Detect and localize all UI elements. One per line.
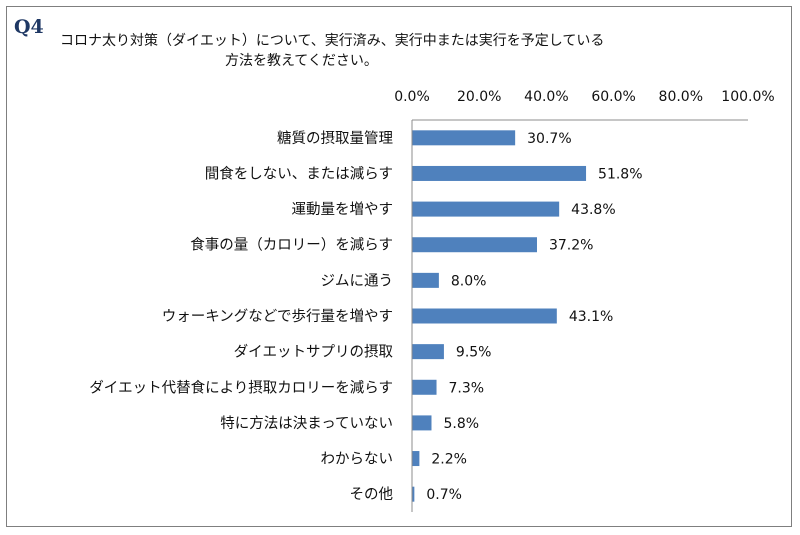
category-label: 食事の量（カロリー）を減らす [190, 237, 393, 254]
category-label: 運動量を増やす [292, 201, 394, 218]
question-number: Q4 [14, 16, 44, 38]
category-label: 糖質の摂取量管理 [277, 129, 393, 147]
data-label: 2.2% [431, 452, 467, 468]
category-label: ダイエットサプリの摂取 [234, 344, 394, 361]
data-label: 51.8% [598, 166, 642, 182]
bar [412, 201, 560, 217]
bar [412, 415, 432, 431]
category-label: その他 [350, 486, 394, 503]
bar [412, 379, 437, 395]
category-label: ウォーキングなどで歩行量を増やす [162, 308, 393, 325]
bar [412, 165, 587, 181]
category-label: ダイエット代替食により摂取カロリーを減らす [89, 379, 393, 396]
question-text-line-2: 方法を教えてください。 [225, 53, 378, 69]
bar [412, 344, 444, 360]
data-label: 30.7% [527, 131, 571, 147]
bar [412, 237, 537, 253]
data-label: 8.0% [451, 273, 487, 289]
x-tick-label: 60.0% [591, 89, 635, 105]
bar [412, 272, 439, 288]
x-tick-label: 80.0% [659, 89, 703, 105]
data-label: 5.8% [443, 416, 479, 432]
x-tick-label: 40.0% [524, 89, 568, 105]
data-label: 7.3% [449, 380, 485, 396]
category-label: 間食をしない、または減らす [205, 165, 393, 182]
x-tick-label: 100.0% [721, 89, 774, 105]
category-label: わからない [321, 451, 394, 468]
data-label: 43.1% [569, 309, 613, 325]
question-text-line-1: コロナ太り対策（ダイエット）について、実行済み、実行中または実行を予定している [60, 33, 605, 49]
data-label: 9.5% [456, 345, 492, 361]
bar [412, 451, 420, 467]
data-label: 43.8% [571, 202, 615, 218]
x-tick-label: 0.0% [394, 89, 430, 105]
data-label: 0.7% [426, 487, 462, 503]
bar [412, 308, 557, 324]
bar [412, 130, 516, 146]
data-label: 37.2% [549, 238, 593, 254]
category-label: ジムに通う [321, 272, 394, 289]
bar [412, 486, 415, 502]
category-label: 特に方法は決まっていない [220, 415, 393, 432]
chart-frame [6, 6, 792, 527]
x-tick-label: 20.0% [457, 89, 501, 105]
